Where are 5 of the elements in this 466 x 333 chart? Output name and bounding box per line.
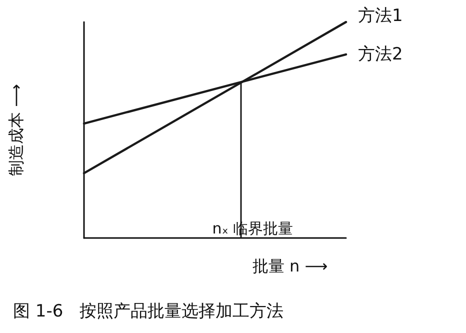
y-axis-title: 制造成本 ⟶ [6, 84, 26, 176]
x-axis-title: 批量 n ⟶ [252, 256, 328, 276]
text: 图 1-6 按照产品批量选择加工方法 [13, 302, 284, 322]
series-label: 方法1 [358, 6, 403, 26]
series-label: 方法2 [358, 44, 403, 64]
